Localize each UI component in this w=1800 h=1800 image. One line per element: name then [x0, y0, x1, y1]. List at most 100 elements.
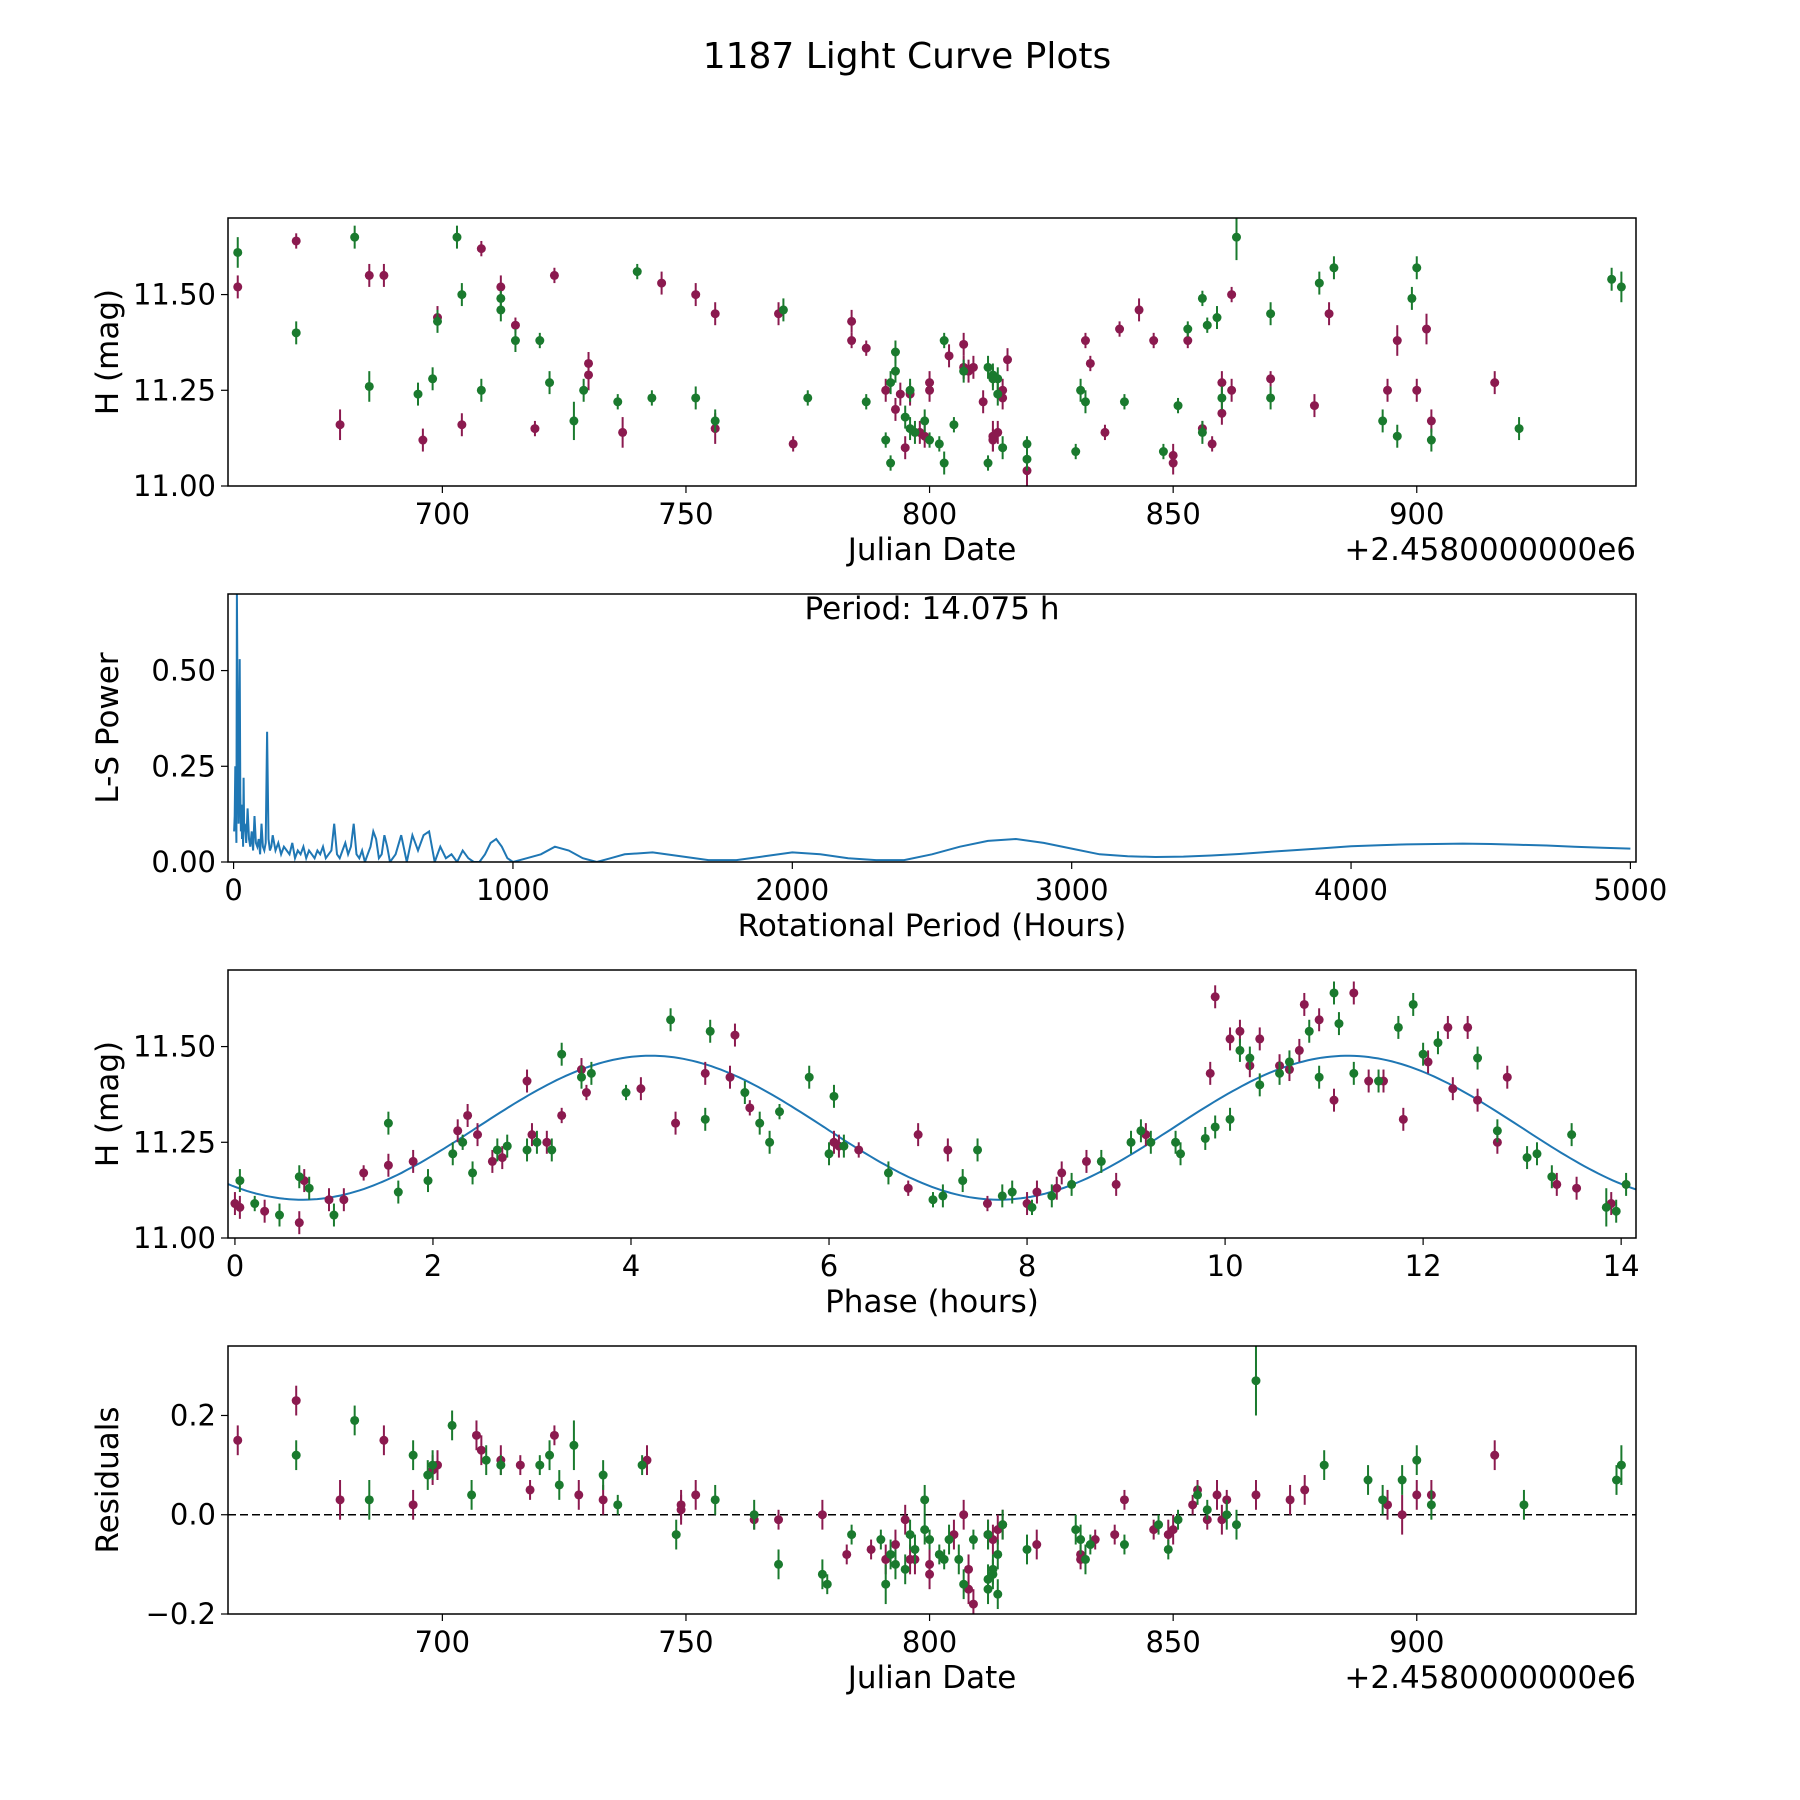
- data-point: [1601, 1202, 1611, 1212]
- data-point: [549, 1430, 559, 1440]
- data-point: [983, 362, 993, 372]
- data-point: [532, 1137, 542, 1147]
- data-point: [359, 1168, 369, 1178]
- y-axis-label: L-S Power: [90, 652, 126, 803]
- data-point: [463, 1110, 473, 1120]
- data-point: [730, 1030, 740, 1040]
- x-tick-label: 4: [622, 1249, 640, 1283]
- data-point: [745, 1103, 755, 1113]
- data-point: [1324, 309, 1334, 319]
- data-point: [471, 1430, 481, 1440]
- data-point: [1514, 424, 1524, 434]
- x-tick-label: 850: [1145, 497, 1200, 531]
- data-point: [1502, 1072, 1512, 1082]
- data-point: [274, 1210, 284, 1220]
- data-point: [1426, 1500, 1436, 1510]
- data-point: [1134, 305, 1144, 315]
- data-point: [1448, 1084, 1458, 1094]
- x-tick-label: 10: [1207, 1249, 1244, 1283]
- data-point: [383, 1118, 393, 1128]
- data-point: [364, 270, 374, 280]
- subplot-3: 0 2 4 6 8 10 12 14 11.00 11.25 11.50 Phase (hours) H…: [90, 969, 1640, 1320]
- data-point: [502, 1141, 512, 1151]
- data-point: [1085, 1540, 1095, 1550]
- data-point: [613, 1500, 623, 1510]
- data-point: [1426, 416, 1436, 426]
- data-point: [993, 427, 1003, 437]
- data-point: [1173, 401, 1183, 411]
- data-point: [691, 290, 701, 300]
- data-point: [1168, 1525, 1178, 1535]
- x-tick-label: 6: [820, 1249, 838, 1283]
- x-tick-label: 700: [415, 497, 470, 531]
- data-point: [968, 362, 978, 372]
- data-point: [291, 236, 301, 246]
- data-point: [1418, 1049, 1428, 1059]
- y-tick-label: 0.0: [170, 1498, 216, 1532]
- data-point: [586, 1068, 596, 1078]
- data-point: [467, 1490, 477, 1500]
- data-point: [1217, 393, 1227, 403]
- data-point: [1490, 378, 1500, 388]
- data-point: [618, 427, 628, 437]
- data-point: [453, 1126, 463, 1136]
- data-point: [1607, 274, 1617, 284]
- data-point: [1393, 1022, 1403, 1032]
- x-tick-label: 0: [226, 1249, 244, 1283]
- data-point: [993, 1549, 1003, 1559]
- data-point: [1197, 293, 1207, 303]
- data-point: [581, 1088, 591, 1098]
- y-axis-label: H (mag): [90, 1041, 126, 1167]
- data-point: [1251, 1490, 1261, 1500]
- data-point: [510, 320, 520, 330]
- data-point: [700, 1068, 710, 1078]
- data-point: [905, 385, 915, 395]
- data-point: [943, 1145, 953, 1155]
- data-point: [527, 1130, 537, 1140]
- data-point: [1363, 1475, 1373, 1485]
- data-point: [978, 397, 988, 407]
- data-point: [666, 1015, 676, 1025]
- data-point: [1080, 1554, 1090, 1564]
- data-point: [925, 1535, 935, 1545]
- data-point: [1100, 427, 1110, 437]
- data-point: [1212, 1490, 1222, 1500]
- data-point: [294, 1172, 304, 1182]
- data-point: [890, 1559, 900, 1569]
- data-point: [1119, 397, 1129, 407]
- data-point: [1552, 1179, 1562, 1189]
- data-point: [291, 328, 301, 338]
- data-point: [700, 1114, 710, 1124]
- data-point: [324, 1195, 334, 1205]
- axes-frame: [227, 593, 1637, 863]
- data-point: [1136, 1126, 1146, 1136]
- data-point: [1231, 1520, 1241, 1530]
- data-point: [1408, 999, 1418, 1009]
- data-point: [408, 1500, 418, 1510]
- data-point: [920, 1525, 930, 1535]
- data-point: [335, 1495, 345, 1505]
- data-point: [1176, 1149, 1186, 1159]
- data-point: [1412, 263, 1422, 273]
- x-tick-label: 800: [902, 1625, 957, 1659]
- axes-frame: [227, 969, 1637, 1239]
- data-point: [944, 351, 954, 361]
- x-tick-label: 2: [424, 1249, 442, 1283]
- y-tick-label: 11.50: [133, 1030, 216, 1064]
- data-point: [1146, 1137, 1156, 1147]
- data-point: [920, 1495, 930, 1505]
- data-point: [900, 412, 910, 422]
- data-point: [636, 1084, 646, 1094]
- subplot-4: 700 750 800 850 900 −0.2 0.0 0.2 Julian Date Resi…: [90, 1345, 1637, 1696]
- data-point: [1115, 324, 1125, 334]
- data-point: [925, 435, 935, 445]
- data-point: [803, 393, 813, 403]
- x-tick-label: 750: [658, 497, 713, 531]
- data-point: [1349, 1068, 1359, 1078]
- data-point: [900, 1515, 910, 1525]
- data-point: [839, 1141, 849, 1151]
- data-point: [576, 1072, 586, 1082]
- data-point: [574, 1490, 584, 1500]
- data-point: [335, 420, 345, 430]
